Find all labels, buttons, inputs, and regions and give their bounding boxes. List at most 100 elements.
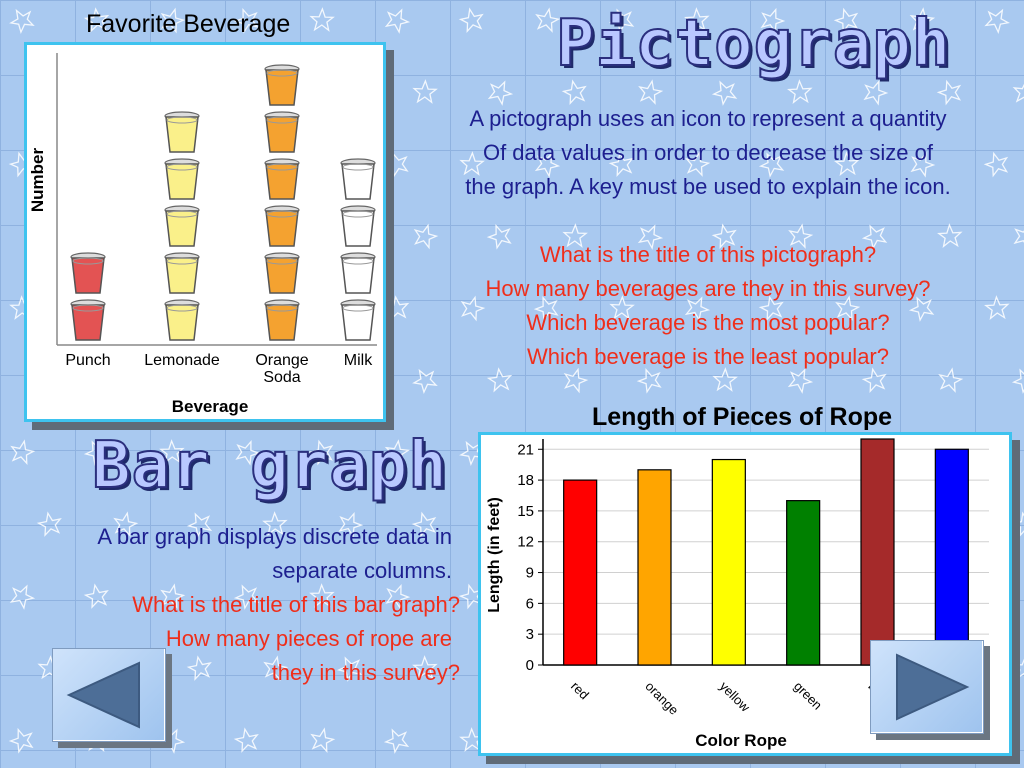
category-label: Orange	[255, 352, 308, 369]
star-doodle-icon	[712, 367, 738, 392]
bar-chart: 036912151821redorangeyellowgreenbrownblu…	[486, 438, 989, 750]
star-doodle-icon	[909, 7, 936, 33]
star-doodle-icon	[563, 367, 589, 394]
pictograph-question: How many beverages are they in this surv…	[485, 276, 931, 301]
star-doodle-icon	[787, 79, 813, 104]
star-doodle-icon	[8, 727, 34, 754]
star-doodle-icon	[561, 79, 587, 105]
cup-icon	[164, 252, 200, 294]
cup-icon	[264, 299, 300, 341]
star-doodle-icon	[788, 223, 814, 249]
star-doodle-icon	[83, 583, 109, 609]
star-doodle-icon	[10, 439, 36, 465]
star-doodle-icon	[186, 655, 212, 681]
cup-icon	[164, 158, 200, 200]
pictograph-question: Which beverage is the least popular?	[527, 344, 889, 369]
star-doodle-icon	[308, 439, 334, 466]
star-doodle-icon	[186, 512, 213, 538]
star-doodle-icon	[460, 295, 486, 322]
star-doodle-icon	[309, 7, 335, 32]
cup-icon	[164, 299, 200, 341]
star-doodle-icon	[159, 439, 185, 464]
star-doodle-icon	[263, 655, 289, 681]
pictograph-title: Favorite Beverage	[86, 10, 291, 38]
star-doodle-icon	[113, 511, 139, 537]
y-tick-label: 12	[517, 534, 534, 551]
x-axis-label: Color Rope	[695, 731, 787, 750]
star-doodle-icon	[609, 295, 635, 320]
bar-green	[786, 500, 821, 666]
star-doodle-icon	[760, 7, 786, 34]
star-doodle-icon	[863, 79, 889, 106]
cup-icon	[264, 205, 300, 247]
star-doodle-icon	[336, 656, 363, 682]
star-doodle-icon	[787, 368, 814, 394]
star-doodle-icon	[711, 80, 738, 106]
star-doodle-icon	[983, 151, 1009, 178]
bar-blue	[934, 448, 969, 666]
star-doodle-icon	[861, 224, 888, 250]
star-doodle-icon	[458, 7, 484, 33]
category-label: red	[568, 679, 592, 703]
star-doodle-icon	[384, 439, 411, 465]
star-doodle-icon	[412, 655, 438, 680]
y-tick-label: 9	[526, 565, 534, 582]
x-axis-label: Beverage	[172, 397, 249, 416]
pictograph-question: What is the title of this pictograph?	[539, 242, 877, 267]
star-doodle-icon	[711, 223, 737, 249]
category-label: orange	[642, 679, 681, 718]
right-arrow-icon	[896, 653, 970, 721]
cup-icon	[340, 205, 376, 247]
star-doodle-icon	[758, 152, 785, 178]
star-doodle-icon	[233, 727, 259, 753]
cup-icon	[264, 64, 300, 106]
previous-slide-button[interactable]	[52, 648, 166, 742]
star-doodle-icon	[1012, 79, 1024, 105]
y-tick-label: 6	[526, 595, 534, 612]
star-doodle-icon	[534, 152, 561, 178]
pictograph-description-line: the graph. A key must be used to explain…	[465, 174, 951, 199]
next-slide-button[interactable]	[870, 640, 984, 734]
star-doodle-icon	[9, 584, 36, 610]
category-label: Punch	[65, 352, 110, 369]
star-doodle-icon	[459, 151, 485, 176]
cup-icon	[70, 252, 106, 294]
star-doodle-icon	[833, 7, 859, 34]
star-doodle-icon	[384, 8, 411, 34]
star-doodle-icon	[487, 80, 514, 106]
category-label: yellow	[717, 679, 754, 716]
y-tick-label: 18	[517, 472, 534, 489]
star-doodle-icon	[235, 440, 261, 466]
star-doodle-icon	[608, 151, 634, 177]
y-tick-label: 3	[526, 626, 534, 643]
y-tick-label: 15	[517, 503, 534, 520]
star-doodle-icon	[413, 223, 439, 250]
star-doodle-icon	[383, 728, 410, 754]
star-doodle-icon	[936, 79, 962, 106]
pictograph-description-line: A pictograph uses an icon to represent a…	[469, 106, 947, 131]
star-doodle-icon	[459, 440, 485, 467]
bar-graph-description-line: A bar graph displays discrete data in	[97, 524, 452, 549]
star-doodle-icon	[908, 296, 935, 322]
star-doodle-icon	[685, 151, 711, 177]
bar-graph-heading: Bar graph	[91, 429, 448, 503]
bar-graph-description-line: separate columns.	[272, 558, 452, 583]
star-doodle-icon	[684, 296, 711, 322]
y-axis-label: Length (in feet)	[486, 497, 503, 613]
pictograph-panel: Number Beverage Punch Lemonade Orange Soda Mil…	[24, 42, 386, 422]
star-doodle-icon	[412, 368, 438, 395]
bar-orange	[637, 469, 672, 666]
pictograph-heading: Pictograph	[555, 7, 952, 81]
bar-chart-panel: 036912151821redorangeyellowgreenbrownblu…	[478, 432, 1012, 756]
star-doodle-icon	[233, 584, 260, 610]
star-doodle-icon	[338, 512, 364, 538]
star-doodle-icon	[937, 223, 963, 248]
star-doodle-icon	[835, 295, 861, 321]
bar-graph-description: A bar graph displays discrete data in se…	[0, 520, 452, 588]
star-doodle-icon	[160, 583, 186, 609]
star-doodle-icon	[636, 368, 662, 394]
bar-graph-questions: What is the title of this bar graph? How…	[0, 588, 460, 690]
category-label: Milk	[344, 352, 373, 369]
star-doodle-icon	[533, 296, 559, 322]
